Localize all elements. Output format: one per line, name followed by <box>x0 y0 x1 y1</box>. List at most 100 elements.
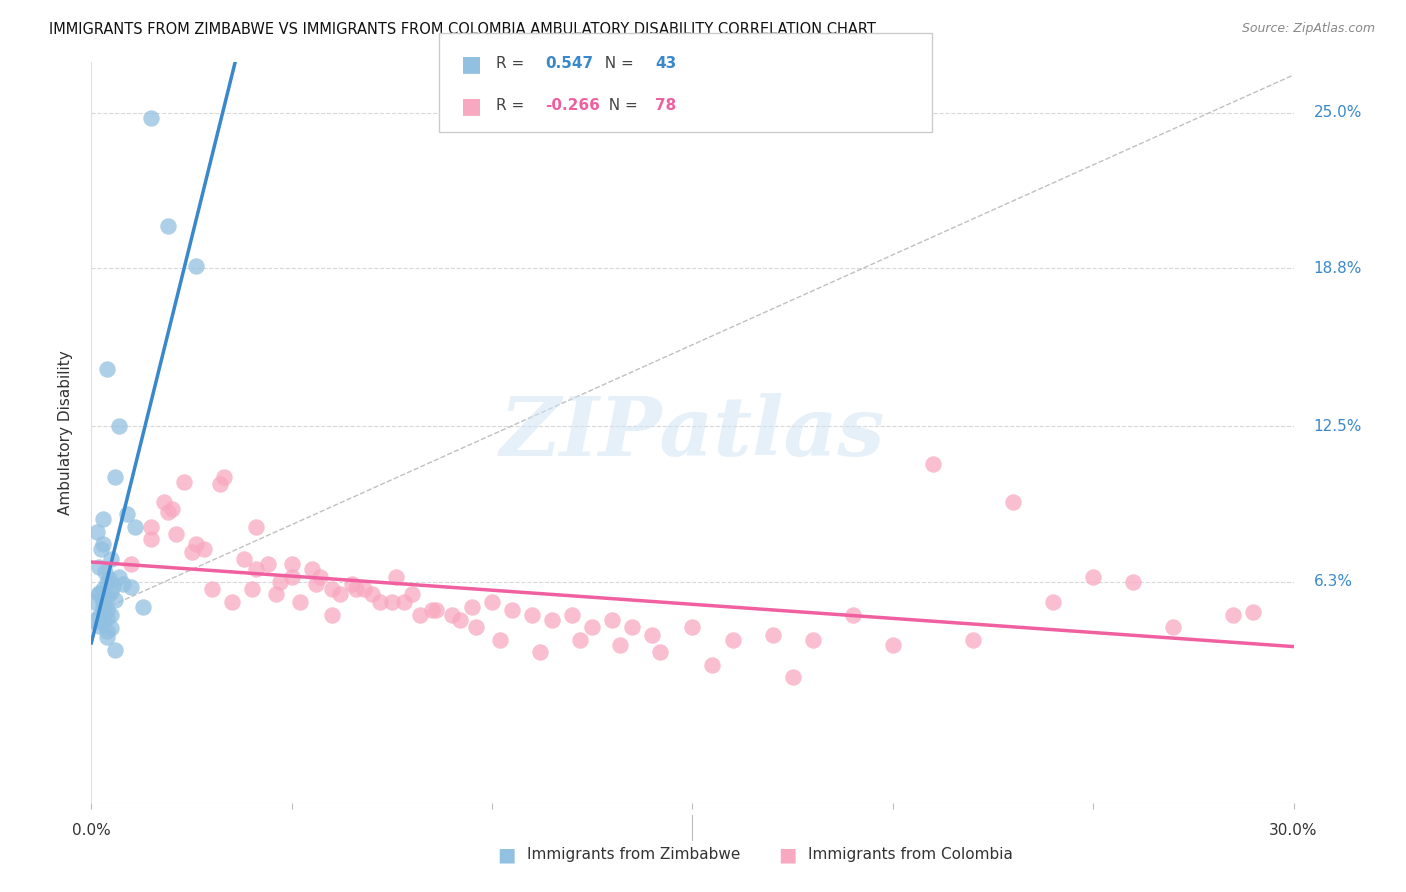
Point <box>245 562 267 576</box>
Text: -0.266: -0.266 <box>546 98 600 113</box>
Point <box>782 670 804 684</box>
Point <box>425 602 447 616</box>
Point <box>193 542 215 557</box>
Point <box>721 632 744 647</box>
Text: 0.0%: 0.0% <box>72 823 111 838</box>
Point <box>90 542 112 557</box>
Point <box>94 565 117 579</box>
Point <box>96 630 118 644</box>
Point <box>96 624 118 638</box>
Point <box>1222 607 1244 622</box>
Text: ■: ■ <box>778 845 797 864</box>
Point <box>264 587 287 601</box>
Point <box>621 620 644 634</box>
Point <box>96 602 118 616</box>
Point <box>160 502 183 516</box>
Point <box>141 111 163 125</box>
Point <box>256 558 278 572</box>
Point <box>84 595 107 609</box>
Point <box>156 505 179 519</box>
Text: 6.3%: 6.3% <box>1313 574 1353 590</box>
Point <box>184 537 207 551</box>
Point <box>141 533 163 547</box>
Point <box>529 645 551 659</box>
Point <box>841 607 863 622</box>
Point <box>962 632 984 647</box>
Point <box>96 590 118 604</box>
Point <box>184 259 207 273</box>
Point <box>922 457 945 471</box>
Point <box>1001 494 1024 508</box>
Point <box>112 577 135 591</box>
Point <box>201 582 224 597</box>
Text: Source: ZipAtlas.com: Source: ZipAtlas.com <box>1241 22 1375 36</box>
Point <box>132 600 155 615</box>
Point <box>100 607 122 622</box>
Point <box>86 524 108 539</box>
Point <box>305 577 328 591</box>
Point <box>360 587 382 601</box>
Text: R =: R = <box>496 56 534 71</box>
Text: ■: ■ <box>496 845 516 864</box>
Point <box>609 638 631 652</box>
Point <box>461 600 484 615</box>
Point <box>93 582 115 597</box>
Point <box>89 608 111 623</box>
Text: IMMIGRANTS FROM ZIMBABWE VS IMMIGRANTS FROM COLOMBIA AMBULATORY DISABILITY CORRE: IMMIGRANTS FROM ZIMBABWE VS IMMIGRANTS F… <box>49 22 876 37</box>
Point <box>650 645 672 659</box>
Text: R =: R = <box>496 98 530 113</box>
Point <box>344 582 367 597</box>
Point <box>401 587 423 601</box>
Point <box>441 607 464 622</box>
Point <box>141 520 163 534</box>
Point <box>93 601 115 615</box>
Point <box>353 582 375 597</box>
Point <box>449 613 471 627</box>
Point <box>1083 570 1105 584</box>
Point <box>84 614 107 628</box>
Point <box>232 552 254 566</box>
Point <box>392 595 415 609</box>
Point <box>89 587 111 601</box>
Point <box>1122 574 1144 589</box>
Point <box>221 595 243 609</box>
Point <box>762 627 785 641</box>
Point <box>89 560 111 574</box>
Point <box>288 595 311 609</box>
Point <box>681 620 703 634</box>
Point <box>481 595 503 609</box>
Point <box>1042 595 1064 609</box>
Point <box>420 602 443 616</box>
Point <box>581 620 603 634</box>
Point <box>156 219 179 233</box>
Point <box>368 595 391 609</box>
Text: Immigrants from Zimbabwe: Immigrants from Zimbabwe <box>527 847 741 862</box>
Point <box>103 579 125 593</box>
Text: 25.0%: 25.0% <box>1313 105 1362 120</box>
Point <box>269 574 291 589</box>
Point <box>152 494 174 508</box>
Point <box>104 469 127 483</box>
Point <box>124 520 146 534</box>
Point <box>100 621 122 635</box>
Point <box>121 580 143 594</box>
Point <box>212 469 235 483</box>
Point <box>882 638 904 652</box>
Point <box>385 570 408 584</box>
Text: Immigrants from Colombia: Immigrants from Colombia <box>808 847 1014 862</box>
Point <box>329 587 352 601</box>
Point <box>93 595 115 609</box>
Point <box>173 475 195 489</box>
Point <box>100 585 122 599</box>
Point <box>321 582 343 597</box>
Point <box>104 642 127 657</box>
Point <box>240 582 263 597</box>
Text: 18.8%: 18.8% <box>1313 260 1362 276</box>
Point <box>409 607 432 622</box>
Point <box>541 613 564 627</box>
Point <box>569 632 592 647</box>
Point <box>89 586 111 600</box>
Point <box>93 537 115 551</box>
Point <box>93 512 115 526</box>
Point <box>93 616 115 631</box>
